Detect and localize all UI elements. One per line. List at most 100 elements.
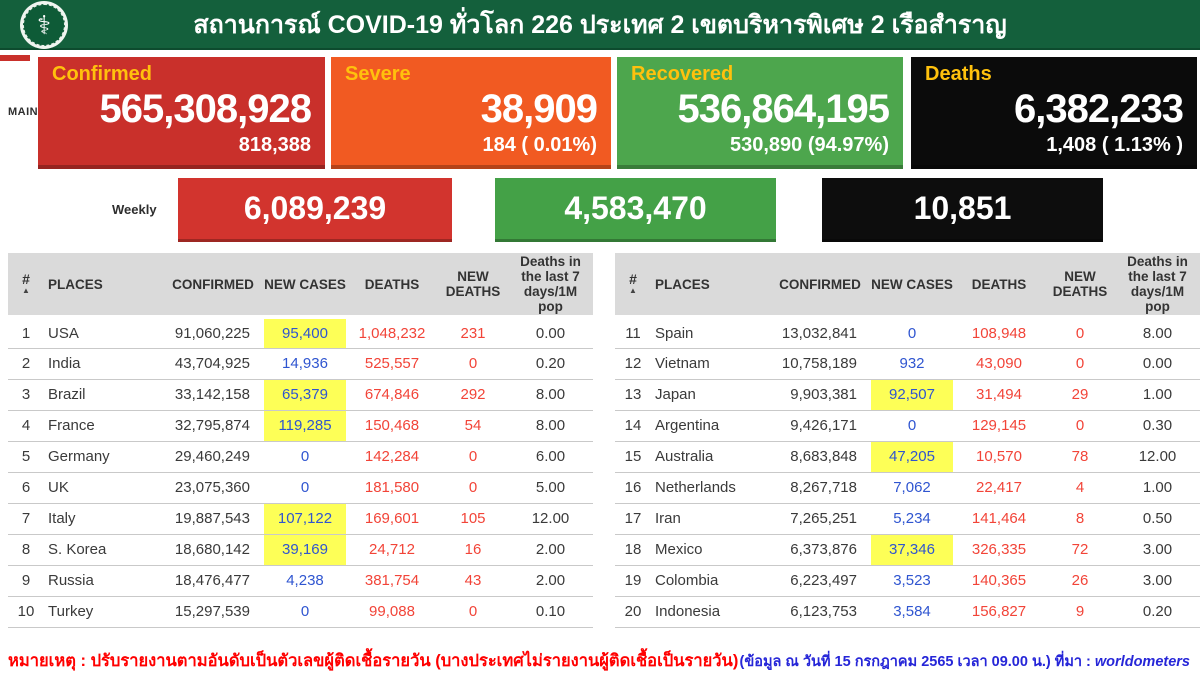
place-cell: Japan [651, 379, 769, 411]
deaths-7d-cell: 0.20 [508, 348, 593, 380]
new-deaths-cell: 8 [1045, 503, 1115, 535]
confirmed-cell: 7,265,251 [769, 503, 871, 535]
new-deaths-cell: 26 [1045, 565, 1115, 597]
confirmed-cell: 43,704,925 [162, 348, 264, 380]
confirmed-cell: 9,426,171 [769, 410, 871, 442]
deaths-cell: 43,090 [953, 348, 1045, 380]
recovered-card-label: Recovered [631, 63, 734, 85]
deaths-7d-cell: 6.00 [508, 441, 593, 473]
deaths-7d-cell: 0.50 [1115, 503, 1200, 535]
left-edge-accent [0, 55, 30, 61]
new-deaths-cell: 54 [438, 410, 508, 442]
deaths-header: DEATHS [346, 253, 438, 319]
new-deaths-cell: 292 [438, 379, 508, 411]
deaths-7d-cell: 12.00 [1115, 441, 1200, 473]
confirmed-cell: 18,680,142 [162, 534, 264, 566]
rank-cell: 3 [8, 379, 44, 411]
source-date-text: (ข้อมูล ณ วันที่ 15 กรกฎาคม 2565 เวลา 09… [739, 654, 1095, 670]
moph-logo-ring: ⚕ [23, 4, 65, 46]
table-row: 16 Netherlands 8,267,718 7,062 22,417 4 1.00 [615, 472, 1200, 504]
rank-cell: 17 [615, 503, 651, 535]
deaths-cell: 129,145 [953, 410, 1045, 442]
new-cases-cell: 932 [871, 348, 953, 380]
deaths-7d-cell: 8.00 [1115, 317, 1200, 349]
deaths-cell: 141,464 [953, 503, 1045, 535]
table-row: 1 USA 91,060,225 95,400 1,048,232 231 0.00 [8, 317, 593, 349]
deaths-cell: 181,580 [346, 472, 438, 504]
new-deaths-cell: 231 [438, 317, 508, 349]
place-cell: Vietnam [651, 348, 769, 380]
header-bar: สถานการณ์ COVID-19 ทั่วโลก 226 ประเทศ 2 … [0, 0, 1200, 50]
table-row: 10 Turkey 15,297,539 0 99,088 0 0.10 [8, 596, 593, 628]
confirmed-cell: 6,373,876 [769, 534, 871, 566]
new-cases-cell: 0 [871, 410, 953, 442]
rank-cell: 12 [615, 348, 651, 380]
new-cases-cell: 0 [871, 317, 953, 349]
place-cell: Argentina [651, 410, 769, 442]
deaths-card: Deaths 6,382,233 1,408 ( 1.13% ) [911, 57, 1197, 169]
new-deaths-cell: 0 [1045, 317, 1115, 349]
rank-cell: 9 [8, 565, 44, 597]
table-row: 17 Iran 7,265,251 5,234 141,464 8 0.50 [615, 503, 1200, 535]
main-row-label: MAIN [8, 106, 39, 118]
rank-cell: 2 [8, 348, 44, 380]
table-row: 12 Vietnam 10,758,189 932 43,090 0 0.00 [615, 348, 1200, 380]
confirmed-cell: 6,223,497 [769, 565, 871, 597]
table-row: 20 Indonesia 6,123,753 3,584 156,827 9 0.20 [615, 596, 1200, 628]
source-name: worldometers [1094, 654, 1190, 670]
new-cases-cell: 107,122 [264, 503, 346, 535]
place-cell: Indonesia [651, 596, 769, 628]
place-cell: Mexico [651, 534, 769, 566]
new-cases-cell: 7,062 [871, 472, 953, 504]
caduceus-icon: ⚕ [36, 10, 52, 40]
confirmed-cell: 33,142,158 [162, 379, 264, 411]
deaths-cell: 22,417 [953, 472, 1045, 504]
new-deaths-cell: 0 [438, 441, 508, 473]
rank-cell: 10 [8, 596, 44, 628]
place-cell: Brazil [44, 379, 162, 411]
new-deaths-header: NEW DEATHS [1045, 253, 1115, 319]
place-cell: USA [44, 317, 162, 349]
confirmed-header: CONFIRMED [769, 253, 871, 319]
deaths-cell: 169,601 [346, 503, 438, 535]
table-row: 7 Italy 19,887,543 107,122 169,601 105 12.00 [8, 503, 593, 535]
confirmed-cell: 8,683,848 [769, 441, 871, 473]
deaths-cell: 381,754 [346, 565, 438, 597]
deaths-7d-cell: 8.00 [508, 379, 593, 411]
rank-cell: 14 [615, 410, 651, 442]
footer-source: (ข้อมูล ณ วันที่ 15 กรกฎาคม 2565 เวลา 09… [740, 650, 1191, 673]
deaths-7d-cell: 0.00 [508, 317, 593, 349]
place-cell: Spain [651, 317, 769, 349]
deaths-cell: 150,468 [346, 410, 438, 442]
weekly-deaths-box: 10,851 [822, 178, 1103, 242]
confirmed-cell: 10,758,189 [769, 348, 871, 380]
new-deaths-cell: 0 [438, 348, 508, 380]
place-cell: Australia [651, 441, 769, 473]
new-cases-cell: 5,234 [871, 503, 953, 535]
place-cell: Netherlands [651, 472, 769, 504]
table-row: 18 Mexico 6,373,876 37,346 326,335 72 3.00 [615, 534, 1200, 566]
table-body-left: 1 USA 91,060,225 95,400 1,048,232 231 0.00 2 Ind… [8, 317, 593, 628]
new-cases-cell: 65,379 [264, 379, 346, 411]
recovered-card: Recovered 536,864,195 530,890 (94.97%) [617, 57, 903, 169]
severe-detail: 184 ( 0.01%) [482, 134, 597, 156]
weekly-row-label: Weekly [112, 202, 157, 217]
moph-logo: ⚕ [20, 1, 68, 49]
severe-total: 38,909 [480, 87, 598, 131]
confirmed-daily: 818,388 [238, 134, 311, 156]
confirmed-cell: 18,476,477 [162, 565, 264, 597]
rank-cell: 11 [615, 317, 651, 349]
recovered-total: 536,864,195 [677, 87, 890, 131]
deaths-7d-cell: 2.00 [508, 565, 593, 597]
deaths-cell: 326,335 [953, 534, 1045, 566]
severe-card: Severe 38,909 184 ( 0.01%) [331, 57, 611, 169]
rank-cell: 15 [615, 441, 651, 473]
rank-cell: 7 [8, 503, 44, 535]
table-row: 19 Colombia 6,223,497 3,523 140,365 26 3.00 [615, 565, 1200, 597]
new-cases-cell: 39,169 [264, 534, 346, 566]
deaths-card-label: Deaths [925, 63, 992, 85]
new-deaths-cell: 0 [1045, 410, 1115, 442]
new-cases-cell: 0 [264, 596, 346, 628]
rank-cell: 4 [8, 410, 44, 442]
